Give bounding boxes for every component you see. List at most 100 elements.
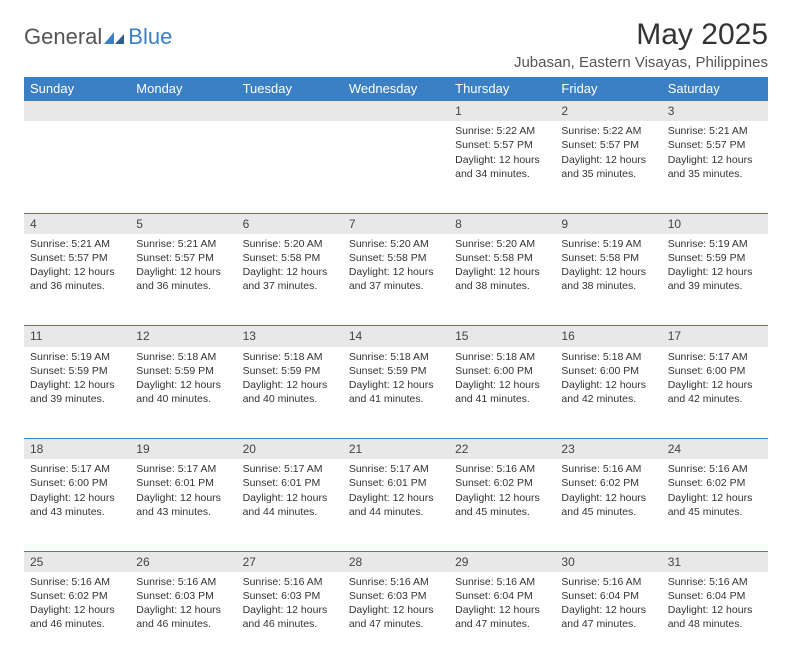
sunset-text: Sunset: 5:59 PM (30, 364, 124, 378)
day-details-cell: Sunrise: 5:16 AMSunset: 6:03 PMDaylight:… (343, 572, 449, 664)
sunrise-text: Sunrise: 5:16 AM (561, 575, 655, 589)
daylight-text: Daylight: 12 hours and 48 minutes. (668, 603, 762, 631)
sunrise-text: Sunrise: 5:22 AM (561, 124, 655, 138)
day-number-cell: 26 (130, 551, 236, 572)
sunset-text: Sunset: 5:57 PM (561, 138, 655, 152)
details-row: Sunrise: 5:22 AMSunset: 5:57 PMDaylight:… (24, 121, 768, 213)
daylight-text: Daylight: 12 hours and 40 minutes. (136, 378, 230, 406)
day-number-cell: 6 (237, 213, 343, 234)
sunset-text: Sunset: 5:59 PM (136, 364, 230, 378)
month-title: May 2025 (514, 18, 768, 52)
sunrise-text: Sunrise: 5:18 AM (243, 350, 337, 364)
sunset-text: Sunset: 5:57 PM (455, 138, 549, 152)
daylight-text: Daylight: 12 hours and 36 minutes. (136, 265, 230, 293)
daylight-text: Daylight: 12 hours and 46 minutes. (30, 603, 124, 631)
details-row: Sunrise: 5:17 AM Sunset: 6:00 PM Daylight:… (24, 459, 768, 551)
header: General Blue May 2025 Jubasan, Eastern V… (24, 18, 768, 71)
day-details-cell: Sunrise: 5:17 AMSunset: 6:00 PMDaylight:… (662, 347, 768, 439)
day-details-cell: Sunrise: 5:18 AMSunset: 6:00 PMDaylight:… (555, 347, 661, 439)
sunset-text: Sunset: 6:00 PM (455, 364, 549, 378)
day-details-cell: Sunrise: 5:18 AMSunset: 6:00 PMDaylight:… (449, 347, 555, 439)
day-details-cell: Sunrise: 5:16 AMSunset: 6:03 PMDaylight:… (237, 572, 343, 664)
day-details-cell: Sunrise: 5:18 AMSunset: 5:59 PMDaylight:… (130, 347, 236, 439)
sunset-text: Sunset: 6:00 PM (30, 476, 124, 490)
day-details-cell: Sunrise: 5:21 AMSunset: 5:57 PMDaylight:… (24, 234, 130, 326)
sunrise-text: Sunrise: 5:16 AM (136, 575, 230, 589)
day-header: Wednesday (343, 77, 449, 101)
sunrise-text: Sunrise: 5:19 AM (668, 237, 762, 251)
daylight-text: Daylight: 12 hours and 41 minutes. (455, 378, 549, 406)
day-details-cell: Sunrise: 5:18 AMSunset: 5:59 PMDaylight:… (343, 347, 449, 439)
sunrise-text: Sunrise: 5:17 AM (136, 462, 230, 476)
daylight-text: Daylight: 12 hours and 47 minutes. (561, 603, 655, 631)
calendar-table: SundayMondayTuesdayWednesdayThursdayFrid… (24, 77, 768, 664)
daynum-row: 18192021222324 (24, 439, 768, 460)
daylight-text: Daylight: 12 hours and 46 minutes. (136, 603, 230, 631)
sunset-text: Sunset: 5:59 PM (243, 364, 337, 378)
day-details-cell: Sunrise: 5:19 AMSunset: 5:59 PMDaylight:… (24, 347, 130, 439)
day-number-cell: 18 (24, 439, 130, 460)
day-header: Sunday (24, 77, 130, 101)
daylight-text: Daylight: 12 hours and 37 minutes. (243, 265, 337, 293)
daylight-text: Daylight: 12 hours and 41 minutes. (349, 378, 443, 406)
sunset-text: Sunset: 5:59 PM (349, 364, 443, 378)
sunrise-text: Sunrise: 5:17 AM (243, 462, 337, 476)
day-number-cell: 19 (130, 439, 236, 460)
day-number-cell: 21 (343, 439, 449, 460)
daynum-row: 11121314151617 (24, 326, 768, 347)
daylight-text: Daylight: 12 hours and 34 minutes. (455, 153, 549, 181)
day-number-cell: 5 (130, 213, 236, 234)
daylight-text: Daylight: 12 hours and 47 minutes. (455, 603, 549, 631)
sunrise-text: Sunrise: 5:16 AM (243, 575, 337, 589)
sunrise-text: Sunrise: 5:16 AM (30, 575, 124, 589)
day-number-cell: 25 (24, 551, 130, 572)
logo: General Blue (24, 18, 172, 50)
sunrise-text: Sunrise: 5:19 AM (30, 350, 124, 364)
sunset-text: Sunset: 6:02 PM (668, 476, 762, 490)
daylight-text: Daylight: 12 hours and 35 minutes. (668, 153, 762, 181)
daylight-text: Daylight: 12 hours and 45 minutes. (668, 491, 762, 519)
daynum-row: 25262728293031 (24, 551, 768, 572)
sunrise-text: Sunrise: 5:20 AM (349, 237, 443, 251)
sunset-text: Sunset: 5:58 PM (561, 251, 655, 265)
sunset-text: Sunset: 6:03 PM (349, 589, 443, 603)
daylight-text: Daylight: 12 hours and 35 minutes. (561, 153, 655, 181)
day-header: Friday (555, 77, 661, 101)
day-number-cell: 20 (237, 439, 343, 460)
sunrise-text: Sunrise: 5:16 AM (455, 462, 549, 476)
day-details-cell: Sunrise: 5:18 AMSunset: 5:59 PMDaylight:… (237, 347, 343, 439)
day-details-cell: Sunrise: 5:19 AMSunset: 5:58 PMDaylight:… (555, 234, 661, 326)
sunrise-text: Sunrise: 5:22 AM (455, 124, 549, 138)
day-details-cell: Sunrise: 5:21 AMSunset: 5:57 PMDaylight:… (662, 121, 768, 213)
day-details-cell (237, 121, 343, 213)
day-number-cell (24, 101, 130, 122)
daylight-text: Daylight: 12 hours and 46 minutes. (243, 603, 337, 631)
day-number-cell: 31 (662, 551, 768, 572)
day-header: Monday (130, 77, 236, 101)
sunrise-text: Sunrise: 5:16 AM (668, 575, 762, 589)
sunset-text: Sunset: 6:00 PM (668, 364, 762, 378)
sunrise-text: Sunrise: 5:21 AM (136, 237, 230, 251)
daylight-text: Daylight: 12 hours and 42 minutes. (561, 378, 655, 406)
sunrise-text: Sunrise: 5:16 AM (561, 462, 655, 476)
day-details-cell: Sunrise: 5:17 AMSunset: 6:01 PMDaylight:… (237, 459, 343, 551)
day-header-row: SundayMondayTuesdayWednesdayThursdayFrid… (24, 77, 768, 101)
sunset-text: Sunset: 6:01 PM (349, 476, 443, 490)
sunset-text: Sunset: 6:03 PM (136, 589, 230, 603)
sunset-text: Sunset: 5:57 PM (668, 138, 762, 152)
details-row: Sunrise: 5:21 AMSunset: 5:57 PMDaylight:… (24, 234, 768, 326)
day-details-cell: Sunrise: 5:16 AMSunset: 6:02 PMDaylight:… (24, 572, 130, 664)
title-block: May 2025 Jubasan, Eastern Visayas, Phili… (514, 18, 768, 71)
day-details-cell: Sunrise: 5:19 AMSunset: 5:59 PMDaylight:… (662, 234, 768, 326)
day-number-cell (343, 101, 449, 122)
day-number-cell: 30 (555, 551, 661, 572)
sunrise-text: Sunrise: 5:21 AM (668, 124, 762, 138)
day-details-cell: Sunrise: 5:21 AMSunset: 5:57 PMDaylight:… (130, 234, 236, 326)
sunset-text: Sunset: 5:58 PM (455, 251, 549, 265)
daylight-text: Daylight: 12 hours and 40 minutes. (243, 378, 337, 406)
sunrise-text: Sunrise: 5:16 AM (349, 575, 443, 589)
details-row: Sunrise: 5:16 AMSunset: 6:02 PMDaylight:… (24, 572, 768, 664)
day-details-cell: Sunrise: 5:17 AMSunset: 6:01 PMDaylight:… (343, 459, 449, 551)
day-number-cell: 1 (449, 101, 555, 122)
day-number-cell: 15 (449, 326, 555, 347)
